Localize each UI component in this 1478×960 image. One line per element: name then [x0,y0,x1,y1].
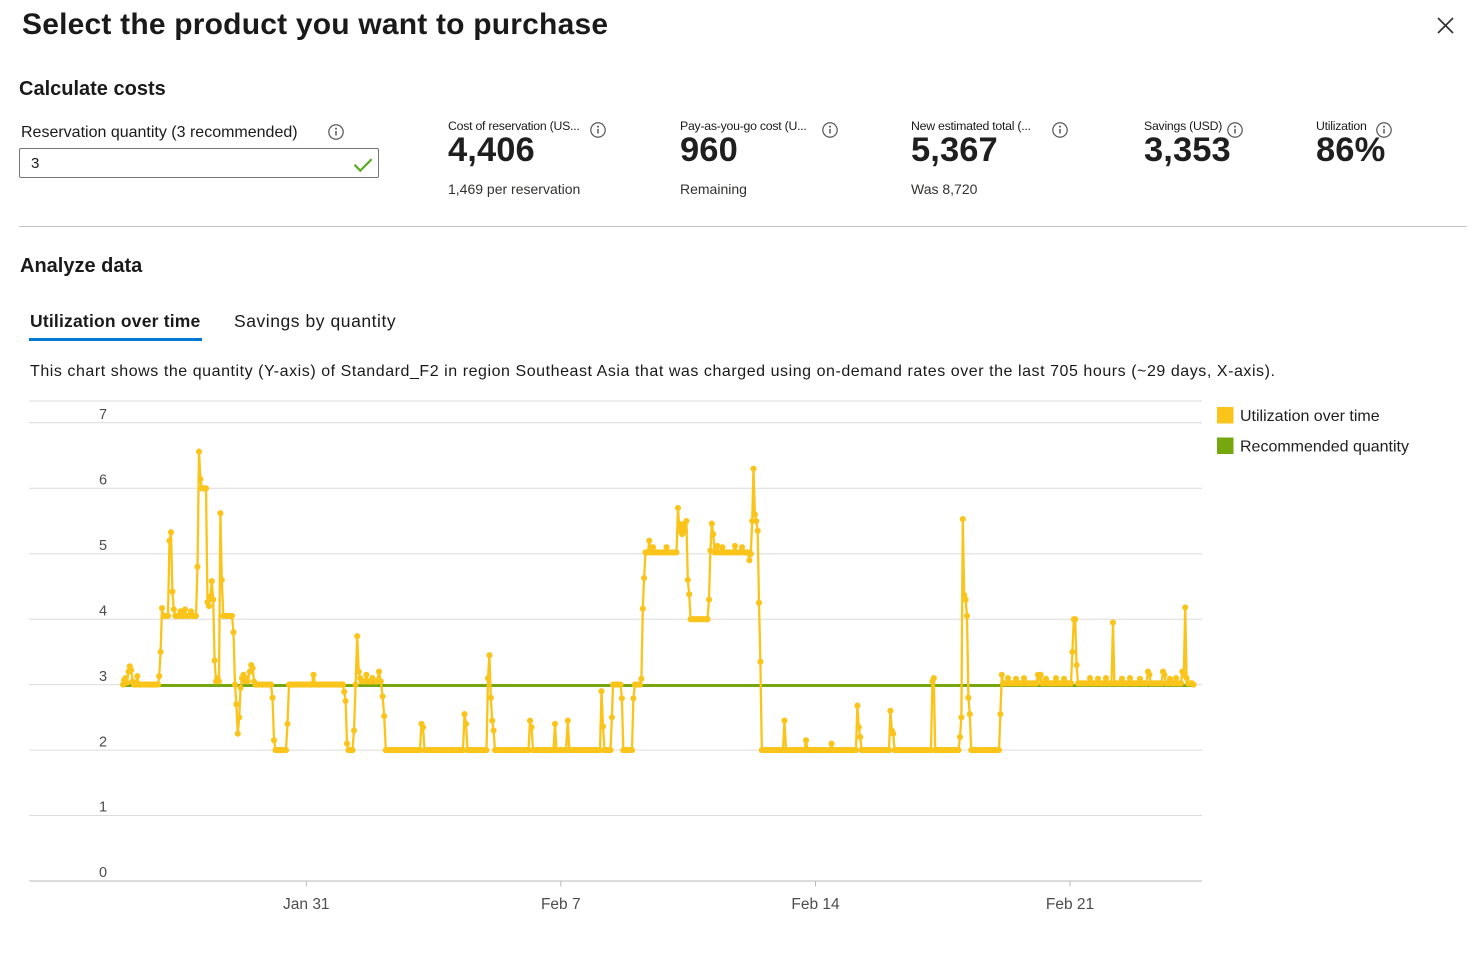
svg-text:2: 2 [99,734,107,750]
svg-text:Feb 7: Feb 7 [541,896,581,913]
svg-text:Recommended quantity: Recommended quantity [1240,439,1409,456]
svg-text:1: 1 [99,800,107,816]
svg-text:6: 6 [99,473,107,489]
svg-text:Jan 31: Jan 31 [283,896,330,913]
svg-text:Feb 14: Feb 14 [791,896,840,913]
svg-text:7: 7 [99,407,107,423]
svg-text:3: 3 [99,669,107,685]
svg-text:4: 4 [99,603,107,619]
svg-text:Feb 21: Feb 21 [1046,896,1094,913]
svg-text:5: 5 [99,538,107,554]
svg-text:Utilization over time: Utilization over time [1240,408,1380,425]
svg-text:0: 0 [99,865,107,881]
